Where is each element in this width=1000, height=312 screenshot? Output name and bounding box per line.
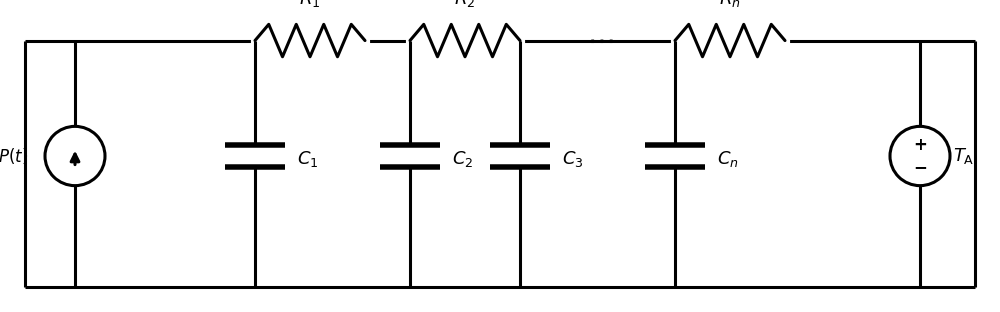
Text: −: − [913, 158, 927, 176]
Text: +: + [913, 136, 927, 154]
Text: $P(t)$: $P(t)$ [0, 146, 28, 166]
Text: $R_{2}$: $R_{2}$ [454, 0, 476, 9]
Text: $\cdots$: $\cdots$ [587, 27, 613, 55]
Text: $C_{n}$: $C_{n}$ [717, 149, 739, 169]
Text: $R_{1}$: $R_{1}$ [299, 0, 321, 9]
Text: $C_{3}$: $C_{3}$ [562, 149, 584, 169]
Text: $R_{n}$: $R_{n}$ [719, 0, 741, 9]
Text: $C_{1}$: $C_{1}$ [297, 149, 318, 169]
Text: $T_{\rm A}$: $T_{\rm A}$ [953, 146, 975, 166]
Text: $C_{2}$: $C_{2}$ [452, 149, 473, 169]
